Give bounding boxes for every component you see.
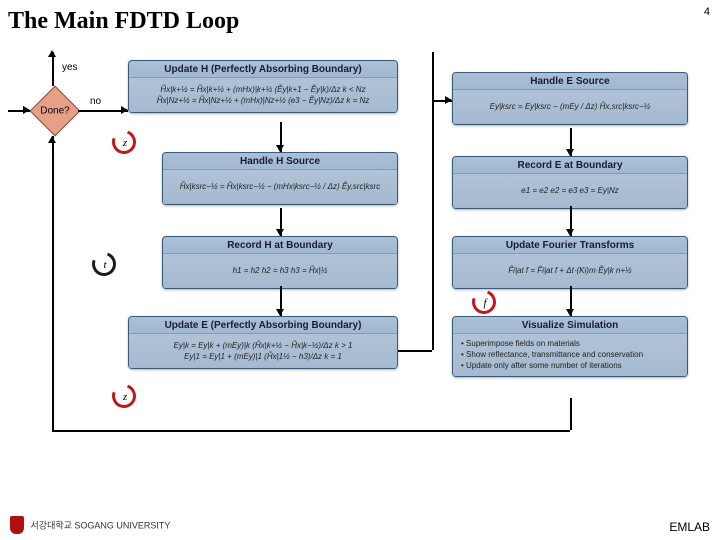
arrow-head-icon bbox=[276, 309, 284, 316]
loop-icon: t bbox=[92, 252, 118, 278]
arrow-head-icon bbox=[276, 229, 284, 236]
flow-box-visualize: Visualize SimulationSuperimpose fields o… bbox=[452, 316, 688, 377]
page-title: The Main FDTD Loop bbox=[8, 8, 239, 35]
edge-label-no: no bbox=[90, 96, 101, 107]
shield-icon bbox=[10, 516, 24, 534]
loop-icon: z bbox=[112, 384, 138, 410]
flow-box-title: Update H (Perfectly Absorbing Boundary) bbox=[129, 61, 397, 78]
flow-box-title: Handle E Source bbox=[453, 73, 687, 90]
flow-box-update-e: Update E (Perfectly Absorbing Boundary)E… bbox=[128, 316, 398, 369]
decision-done: Done? bbox=[30, 86, 80, 136]
flow-edge bbox=[52, 52, 54, 86]
page-number: 4 bbox=[704, 6, 710, 18]
flow-edge bbox=[52, 430, 570, 432]
university-logo: 서강대학교 SOGANG UNIVERSITY bbox=[10, 516, 170, 534]
loop-icon: z bbox=[112, 130, 138, 156]
arrow-head-icon bbox=[23, 106, 30, 114]
flow-box-body: H̃x|ksrc−½ = H̃x|ksrc−½ − (mHx|ksrc−½ / … bbox=[163, 170, 397, 204]
flow-box-body: H̃x|k+½ = H̃x|k+½ + (mHx)|k+½ (Ẽy|k+1 − … bbox=[129, 78, 397, 112]
arrow-head-icon bbox=[566, 309, 574, 316]
arrow-head-icon bbox=[445, 96, 452, 104]
flow-edge bbox=[398, 350, 432, 352]
arrow-head-icon bbox=[566, 149, 574, 156]
flow-box-update-h: Update H (Perfectly Absorbing Boundary)H… bbox=[128, 60, 398, 113]
arrow-head-icon bbox=[48, 50, 56, 57]
flow-box-body: h1 = h2 h2 = h3 h3 = H̃x|½ bbox=[163, 254, 397, 288]
flow-edge bbox=[432, 52, 434, 350]
flow-box-body: Superimpose fields on materialsShow refl… bbox=[453, 334, 687, 376]
flow-box-title: Update Fourier Transforms bbox=[453, 237, 687, 254]
arrow-head-icon bbox=[121, 106, 128, 114]
arrow-head-icon bbox=[276, 145, 284, 152]
flow-box-body: Ey|k = Ey|k + (mEy)|k (H̃x|k+½ − H̃x|k−½… bbox=[129, 334, 397, 368]
flow-box-title: Handle H Source bbox=[163, 153, 397, 170]
flow-edge bbox=[570, 398, 572, 430]
flow-box-handle-e-source: Handle E SourceEy|ksrc = Ey|ksrc − (mEy … bbox=[452, 72, 688, 125]
footer-label: EMLAB bbox=[669, 520, 710, 534]
decision-label: Done? bbox=[40, 106, 69, 117]
flow-box-record-h: Record H at Boundaryh1 = h2 h2 = h3 h3 =… bbox=[162, 236, 398, 289]
flow-box-title: Record E at Boundary bbox=[453, 157, 687, 174]
flow-box-body: Ey|ksrc = Ey|ksrc − (mEy / Δz) H̃x,src|k… bbox=[453, 90, 687, 124]
loop-icon: f bbox=[472, 290, 498, 316]
flow-box-record-e: Record E at Boundarye1 = e2 e2 = e3 e3 =… bbox=[452, 156, 688, 209]
flow-box-body: e1 = e2 e2 = e3 e3 = Ey|Nz bbox=[453, 174, 687, 208]
flow-box-title: Update E (Perfectly Absorbing Boundary) bbox=[129, 317, 397, 334]
flow-box-title: Visualize Simulation bbox=[453, 317, 687, 334]
arrow-head-icon bbox=[566, 229, 574, 236]
flow-box-handle-h-source: Handle H SourceH̃x|ksrc−½ = H̃x|ksrc−½ −… bbox=[162, 152, 398, 205]
flow-edge bbox=[52, 136, 54, 430]
flow-box-update-ft: Update Fourier TransformsF̃i|at f = F̃i|… bbox=[452, 236, 688, 289]
flow-box-title: Record H at Boundary bbox=[163, 237, 397, 254]
edge-label-yes: yes bbox=[62, 62, 78, 73]
flow-box-body: F̃i|at f = F̃i|at f + Δt·(Ki)m·Ẽy|k n+½ bbox=[453, 254, 687, 288]
arrow-head-icon bbox=[48, 136, 56, 143]
